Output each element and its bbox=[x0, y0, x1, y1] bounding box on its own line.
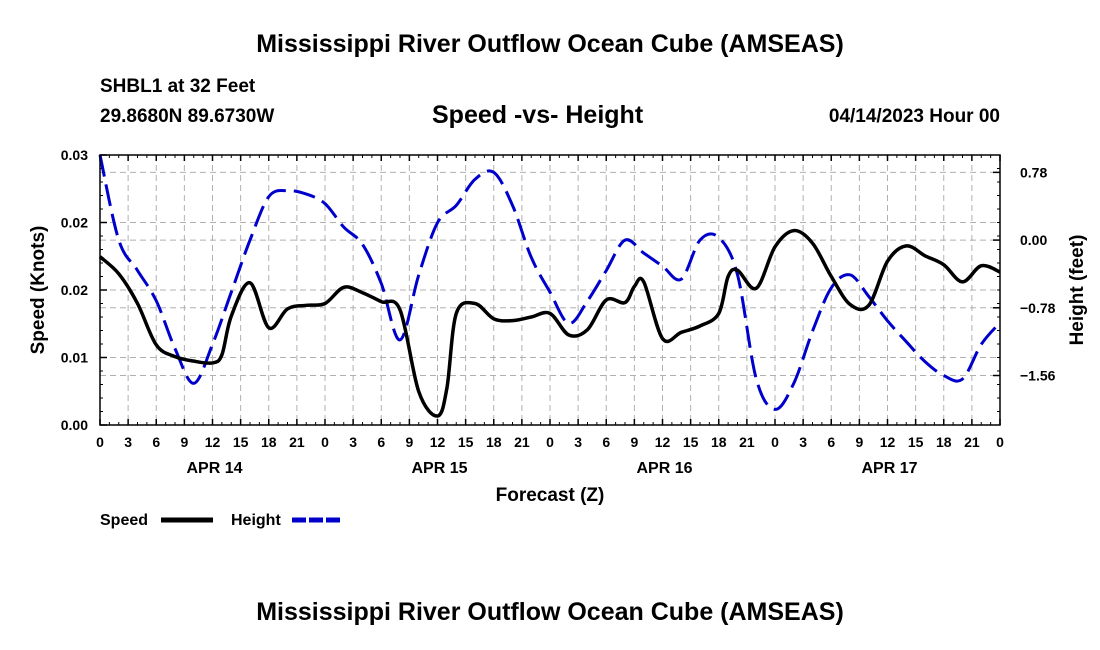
x-tick-label: 3 bbox=[124, 434, 132, 450]
x-tick-label: 21 bbox=[739, 434, 755, 450]
x-tick-label: 3 bbox=[574, 434, 582, 450]
x-tick-label: 6 bbox=[827, 434, 835, 450]
station-coordinates: 29.8680N 89.6730W bbox=[100, 106, 275, 127]
day-label: APR 14 bbox=[186, 460, 242, 477]
x-tick-label: 9 bbox=[180, 434, 188, 450]
left-axis-title: Speed (Knots) bbox=[28, 226, 49, 355]
x-tick-label: 21 bbox=[514, 434, 530, 450]
right-tick-label: 0.78 bbox=[1020, 164, 1047, 180]
left-tick-label: 0.02 bbox=[61, 215, 88, 231]
x-tick-label: 6 bbox=[377, 434, 385, 450]
x-tick-label: 18 bbox=[711, 434, 727, 450]
x-tick-label: 9 bbox=[855, 434, 863, 450]
x-tick-label: 0 bbox=[96, 434, 104, 450]
station-label: SHBL1 at 32 Feet bbox=[100, 76, 256, 97]
right-axis-ticks: 0.78 0.00 −0.78 −1.56 bbox=[993, 164, 1056, 412]
speed-series-line bbox=[98, 228, 1001, 418]
right-tick-label: 0.00 bbox=[1020, 232, 1047, 248]
x-tick-label: 0 bbox=[321, 434, 329, 450]
bottom-title: Mississippi River Outflow Ocean Cube (AM… bbox=[256, 598, 844, 626]
right-tick-label: −0.78 bbox=[1020, 300, 1056, 316]
grid-lines bbox=[100, 155, 1000, 425]
x-tick-label: 12 bbox=[655, 434, 671, 450]
x-tick-label: 18 bbox=[486, 434, 502, 450]
x-tick-label: 15 bbox=[908, 434, 924, 450]
plot-frame bbox=[99, 154, 1001, 426]
x-tick-label: 18 bbox=[936, 434, 952, 450]
right-axis-title: Height (feet) bbox=[1067, 235, 1088, 346]
left-tick-label: 0.03 bbox=[61, 147, 88, 163]
forecast-date-hour: 04/14/2023 Hour 00 bbox=[828, 106, 1000, 127]
left-tick-label: 0.02 bbox=[61, 282, 88, 298]
right-tick-label: −1.56 bbox=[1020, 368, 1056, 384]
x-axis-title: Forecast (Z) bbox=[496, 485, 605, 506]
x-tick-label: 12 bbox=[430, 434, 446, 450]
x-tick-label: 15 bbox=[683, 434, 699, 450]
x-tick-label: 0 bbox=[996, 434, 1004, 450]
x-tick-label: 15 bbox=[233, 434, 249, 450]
x-axis-ticks: 0 3 6 9 12 15 18 21 0 3 6 9 12 15 18 21 0 3 6 9 12 15 18 21 0 3 6 9… bbox=[96, 155, 1004, 477]
day-label: APR 16 bbox=[636, 460, 692, 477]
x-tick-label: 12 bbox=[880, 434, 896, 450]
left-tick-label: 0.01 bbox=[61, 350, 88, 366]
day-label: APR 17 bbox=[861, 460, 917, 477]
x-tick-label: 0 bbox=[546, 434, 554, 450]
x-tick-label: 6 bbox=[602, 434, 610, 450]
chart-subtitle: Speed -vs- Height bbox=[432, 101, 644, 129]
day-label: APR 15 bbox=[411, 460, 467, 477]
x-tick-label: 18 bbox=[261, 434, 277, 450]
left-tick-label: 0.00 bbox=[61, 417, 88, 433]
x-tick-label: 6 bbox=[152, 434, 160, 450]
legend: Speed Height bbox=[100, 512, 343, 529]
height-series-line bbox=[98, 154, 1002, 411]
legend-height-label: Height bbox=[231, 512, 281, 529]
x-tick-label: 9 bbox=[630, 434, 638, 450]
x-tick-label: 15 bbox=[458, 434, 474, 450]
main-title: Mississippi River Outflow Ocean Cube (AM… bbox=[256, 30, 844, 58]
x-tick-label: 12 bbox=[205, 434, 221, 450]
x-tick-label: 0 bbox=[771, 434, 779, 450]
x-tick-label: 9 bbox=[405, 434, 413, 450]
x-tick-label: 3 bbox=[349, 434, 357, 450]
left-axis-ticks: 0.00 0.01 0.02 0.02 0.03 bbox=[61, 147, 107, 433]
legend-speed-label: Speed bbox=[100, 512, 148, 529]
x-tick-label: 21 bbox=[289, 434, 305, 450]
x-tick-label: 3 bbox=[799, 434, 807, 450]
x-tick-label: 21 bbox=[964, 434, 980, 450]
